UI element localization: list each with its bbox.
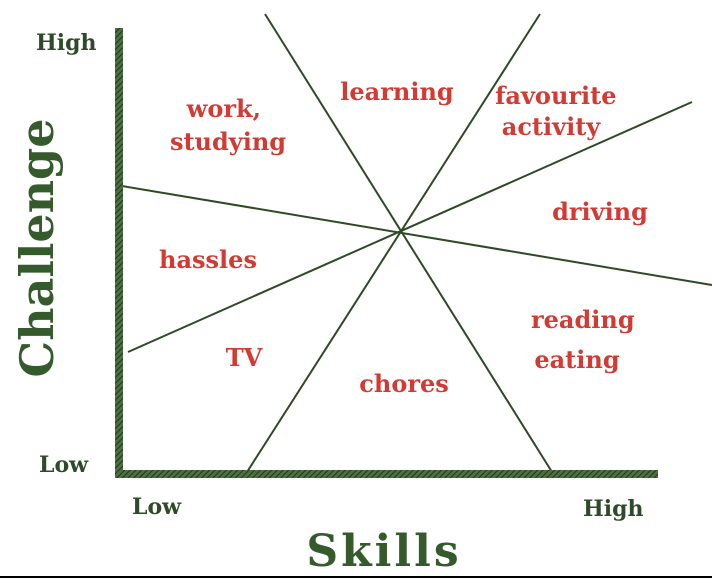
region-driving: driving bbox=[552, 197, 648, 226]
region-tv: TV bbox=[226, 343, 263, 372]
x-axis-line bbox=[115, 470, 658, 478]
divider-lines bbox=[121, 13, 712, 473]
x-axis-title: Skills bbox=[306, 526, 461, 577]
region-hassles: hassles bbox=[159, 245, 257, 274]
x-axis-high-label: High bbox=[583, 496, 644, 522]
x-axis-low-label: Low bbox=[132, 494, 182, 520]
y-axis-line bbox=[115, 28, 123, 478]
region-learning: learning bbox=[340, 77, 454, 106]
region-favourite-activity: favourite activity bbox=[495, 81, 625, 141]
y-axis-high-label: High bbox=[36, 30, 97, 56]
divider-line-steep-up bbox=[246, 13, 541, 473]
region-reading-eating: reading eating bbox=[531, 305, 643, 374]
divider-line-shallow-down bbox=[121, 185, 712, 286]
region-work-studying: work, studying bbox=[170, 94, 286, 156]
region-chores: chores bbox=[359, 369, 449, 398]
divider-line-steep-down bbox=[264, 13, 553, 473]
axes bbox=[115, 28, 658, 478]
y-axis-low-label: Low bbox=[39, 452, 89, 478]
y-axis-title: Challenge bbox=[10, 119, 64, 378]
divider-line-shallow-up bbox=[127, 101, 693, 353]
